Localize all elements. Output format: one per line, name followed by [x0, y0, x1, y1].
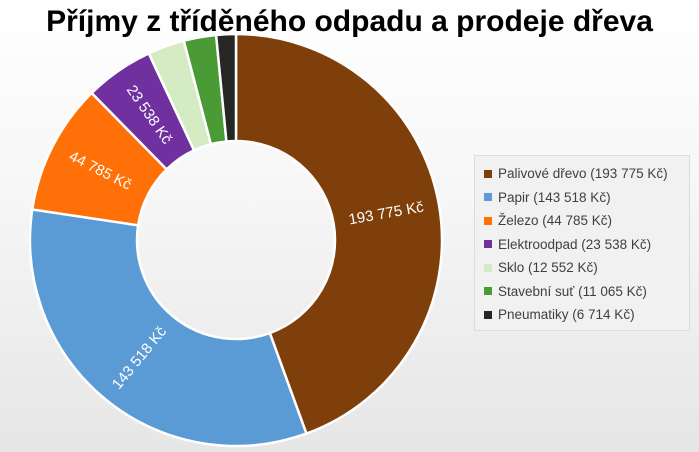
donut-slice-2	[28, 208, 309, 448]
legend-item-6: Stavební suť (11 065 Kč)	[484, 280, 689, 304]
legend-label-4: Elektroodpad (23 538 Kč)	[498, 236, 652, 252]
chart-title: Příjmy z tříděného odpadu a prodeje dřev…	[46, 5, 653, 38]
legend-label-2: Papir (143 518 Kč)	[498, 189, 611, 205]
legend-item-2: Papir (143 518 Kč)	[484, 186, 689, 210]
legend-item-1: Palivové dřevo (193 775 Kč)	[484, 162, 689, 186]
legend-swatch-2	[484, 193, 492, 202]
legend-swatch-6	[484, 287, 492, 296]
legend-label-5: Sklo (12 552 Kč)	[498, 260, 598, 276]
legend-swatch-4	[484, 240, 492, 249]
legend-swatch-3	[484, 216, 492, 225]
legend-item-4: Elektroodpad (23 538 Kč)	[484, 233, 689, 257]
legend-swatch-1	[484, 169, 492, 178]
donut-slice-7	[214, 32, 238, 143]
legend-item-5: Sklo (12 552 Kč)	[484, 256, 689, 280]
legend-swatch-7	[484, 310, 492, 319]
donut-slice-1	[234, 32, 444, 436]
chart-legend: Palivové dřevo (193 775 Kč) Papir (143 51…	[474, 155, 690, 331]
legend-label-7: Pneumatiky (6 714 Kč)	[498, 307, 635, 323]
legend-item-3: Železo (44 785 Kč)	[484, 209, 689, 233]
legend-label-1: Palivové dřevo (193 775 Kč)	[498, 166, 668, 182]
legend-item-7: Pneumatiky (6 714 Kč)	[484, 303, 689, 327]
legend-swatch-5	[484, 263, 492, 272]
legend-label-6: Stavební suť (11 065 Kč)	[498, 283, 647, 299]
legend-label-3: Železo (44 785 Kč)	[498, 213, 613, 229]
